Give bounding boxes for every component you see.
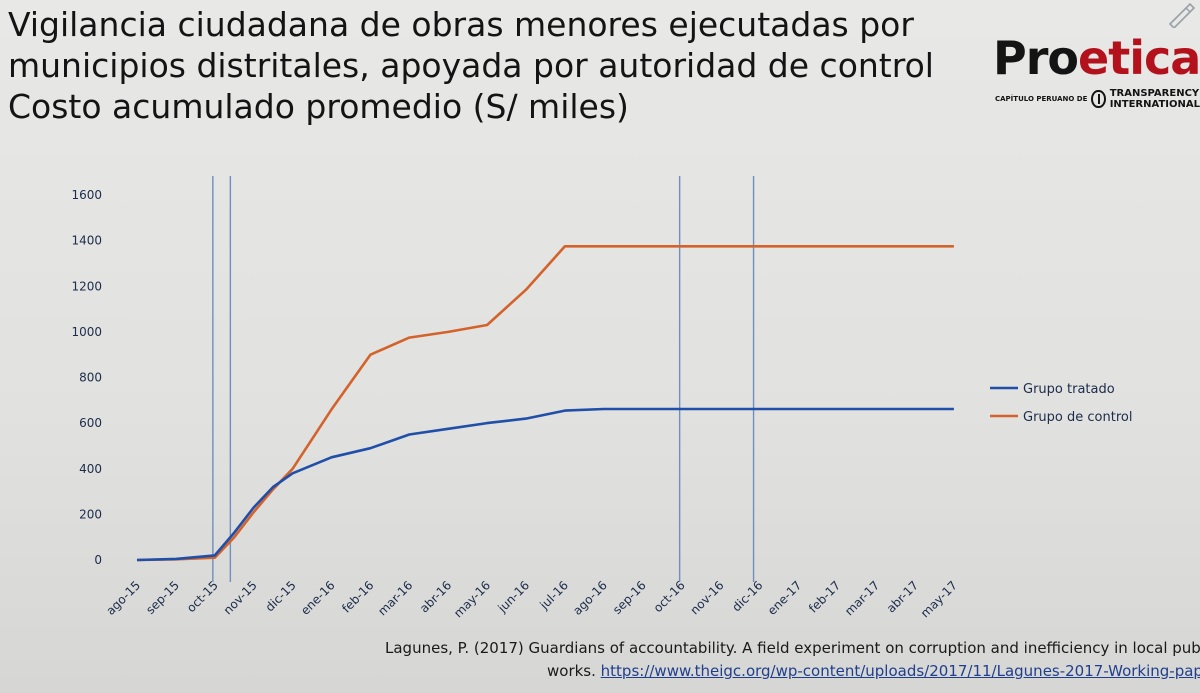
citation-line-1: Lagunes, P. (2017) Guardians of accounta… [385, 639, 1200, 657]
slide-title: Vigilancia ciudadana de obras menores ej… [8, 4, 934, 127]
y-tick-label: 400 [79, 462, 102, 476]
x-tick-label: abr-16 [417, 578, 454, 615]
x-tick-label: ene-16 [298, 578, 338, 618]
x-tick-label: jun-16 [495, 578, 533, 616]
transparency-icon [1091, 90, 1106, 108]
corner-edit-icon[interactable] [1166, 2, 1196, 28]
x-tick-label: dic-15 [263, 578, 299, 614]
title-line-1: Vigilancia ciudadana de obras menores ej… [8, 5, 914, 44]
x-tick-label: oct-15 [184, 578, 221, 615]
y-tick-label: 1600 [71, 188, 102, 202]
logo-subtitle: CAPÍTULO PERUANO DE TRANSPARENCY INTERNA… [995, 88, 1200, 110]
series-line [136, 245, 954, 562]
legend-label: Grupo tratado [1023, 382, 1115, 397]
citation-line-2-prefix: works. [547, 662, 601, 680]
y-tick-label: 200 [79, 507, 102, 521]
x-tick-label: oct-16 [651, 578, 688, 615]
series-line [136, 407, 954, 562]
x-tick-label: nov-16 [687, 578, 726, 617]
x-tick-label: nov-15 [221, 578, 260, 617]
x-tick-label: ene-17 [765, 578, 805, 618]
citation-link[interactable]: https://www.theigc.org/wp-content/upload… [600, 662, 1200, 680]
x-tick-label: mar-17 [842, 578, 882, 618]
y-tick-label: 1400 [71, 234, 102, 248]
x-tick-label: sep-16 [610, 578, 649, 617]
x-tick-label: abr-17 [884, 578, 921, 615]
citation: Lagunes, P. (2017) Guardians of accounta… [385, 637, 1200, 683]
x-tick-label: may-16 [451, 578, 493, 620]
legend-label: Grupo de control [1023, 410, 1132, 425]
y-tick-label: 1200 [71, 279, 102, 293]
x-tick-label: jul-16 [536, 578, 571, 613]
x-tick-label: ago-16 [570, 578, 610, 618]
x-tick-label: may-17 [918, 578, 960, 620]
x-tick-label: feb-17 [806, 578, 843, 615]
x-tick-label: mar-16 [375, 578, 415, 618]
y-tick-label: 1000 [71, 325, 102, 339]
title-line-2: municipios distritales, apoyada por auto… [8, 46, 934, 85]
title-line-3: Costo acumulado promedio (S/ miles) [8, 87, 629, 126]
x-tick-label: feb-16 [339, 578, 376, 615]
logo-wordmark: Proetica [993, 31, 1200, 85]
y-tick-label: 600 [79, 416, 102, 430]
y-tick-label: 800 [79, 371, 102, 385]
x-tick-label: ago-15 [103, 578, 143, 618]
proetica-logo: Proetica CAPÍTULO PERUANO DE TRANSPARENC… [985, 30, 1200, 135]
y-tick-label: 0 [94, 553, 102, 567]
x-tick-label: sep-15 [143, 578, 182, 617]
x-tick-label: dic-16 [729, 578, 765, 614]
